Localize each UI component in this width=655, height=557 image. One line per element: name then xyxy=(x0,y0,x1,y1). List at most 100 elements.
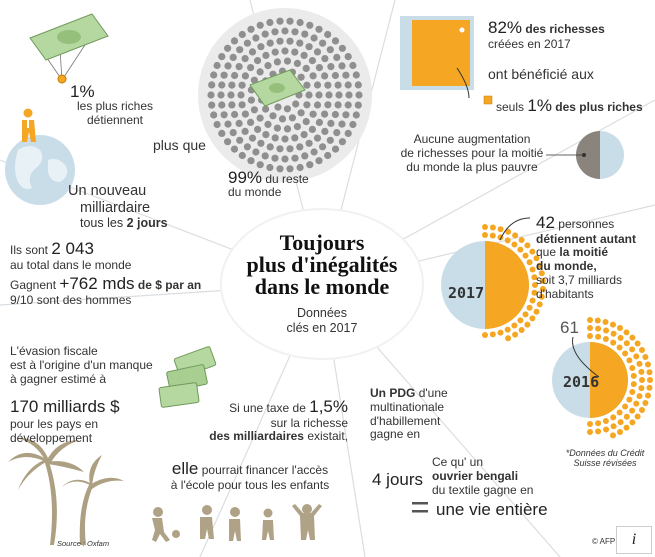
dot xyxy=(342,111,350,119)
poorest-block: Aucune augmentation de richesses pour la… xyxy=(392,132,552,174)
person-dot xyxy=(626,357,633,364)
dot xyxy=(283,125,292,133)
person-dot xyxy=(497,329,504,336)
title-line: plus d'inégalités xyxy=(246,252,398,277)
person-dot xyxy=(594,317,601,324)
text-part: tous les xyxy=(80,216,124,231)
dot xyxy=(349,120,357,129)
dot xyxy=(324,151,332,160)
person-dot xyxy=(642,354,649,360)
pie-2017 xyxy=(441,217,546,342)
person-dot xyxy=(642,400,649,406)
person-dot xyxy=(538,270,545,277)
dot xyxy=(300,131,308,139)
dot xyxy=(264,120,272,128)
person-dot xyxy=(629,389,636,395)
page-title: Toujours plus d'inégalités dans le monde xyxy=(222,232,422,298)
person-dot xyxy=(538,293,545,300)
dot xyxy=(334,81,342,89)
dot xyxy=(335,91,343,99)
ceo-days: 4 jours xyxy=(372,470,424,489)
dot xyxy=(321,110,329,118)
dot xyxy=(276,17,284,25)
person-dot xyxy=(497,226,504,233)
dot xyxy=(261,152,269,160)
dot xyxy=(338,44,346,52)
dot xyxy=(301,152,309,160)
dot xyxy=(315,91,323,99)
dot xyxy=(305,91,313,99)
dot xyxy=(286,37,294,45)
dot xyxy=(276,165,284,173)
person-dot xyxy=(639,347,645,353)
person-dot xyxy=(622,350,629,357)
text-line: du reste xyxy=(265,172,309,186)
dot xyxy=(338,138,346,146)
person-dot xyxy=(524,321,531,328)
person-dot xyxy=(616,344,623,351)
dot xyxy=(308,57,316,65)
info-icon: i xyxy=(631,531,637,548)
dot xyxy=(229,53,237,62)
evasion-block-2: pour les pays en développement xyxy=(10,417,98,446)
dot xyxy=(283,57,292,65)
dot xyxy=(266,18,274,27)
dot xyxy=(344,101,352,109)
dot xyxy=(349,61,357,70)
dot xyxy=(266,163,274,172)
dot xyxy=(286,165,294,173)
text-line: 9/10 sont des hommes xyxy=(10,292,132,307)
pct-1-b: 1% xyxy=(527,96,552,115)
dot xyxy=(354,101,362,109)
person-dot xyxy=(626,396,633,403)
subtitle: Données clés en 2017 xyxy=(222,306,422,336)
person-dot xyxy=(602,418,609,424)
info-button[interactable]: i xyxy=(616,526,652,554)
dot xyxy=(254,125,262,133)
dot xyxy=(326,136,334,144)
dot xyxy=(241,55,249,63)
dot xyxy=(325,91,333,99)
dot xyxy=(227,91,235,99)
text-line: milliardaire xyxy=(80,199,151,216)
dot xyxy=(247,96,255,104)
person-dot xyxy=(623,340,630,347)
text-part: que xyxy=(536,245,557,260)
dot xyxy=(238,81,246,89)
person-dot xyxy=(629,419,636,426)
dot xyxy=(271,48,279,56)
square-82pct xyxy=(400,16,493,105)
dot xyxy=(243,39,251,47)
person-dot xyxy=(595,428,602,435)
palm-tree-icon xyxy=(8,437,124,545)
dot xyxy=(266,143,274,151)
person-dot xyxy=(531,274,538,281)
person-dot xyxy=(610,339,617,346)
person-dot xyxy=(638,368,645,375)
credit-label: © AFP xyxy=(592,537,616,546)
dot xyxy=(309,72,317,80)
text-line: détiennent xyxy=(86,112,144,127)
creation-line4: seuls 1% des plus riches xyxy=(496,96,643,116)
dot xyxy=(327,119,335,127)
person-dot xyxy=(512,331,519,338)
dot xyxy=(313,134,322,142)
dot xyxy=(281,27,289,35)
person-dot xyxy=(518,327,525,333)
text-part: des plus riches xyxy=(555,100,643,114)
dot xyxy=(315,118,323,126)
person-dot xyxy=(536,262,543,269)
dot xyxy=(310,148,318,156)
person-dot xyxy=(617,325,623,331)
dot xyxy=(308,125,316,133)
person-dot xyxy=(504,326,511,333)
pct-82: 82% xyxy=(488,18,523,37)
text-line: ouvrier bengali xyxy=(432,468,519,483)
person-dot xyxy=(539,286,546,292)
dot xyxy=(331,110,339,119)
person-dot xyxy=(629,334,636,341)
dot xyxy=(262,51,270,60)
dot xyxy=(331,71,339,80)
dot xyxy=(213,61,221,70)
